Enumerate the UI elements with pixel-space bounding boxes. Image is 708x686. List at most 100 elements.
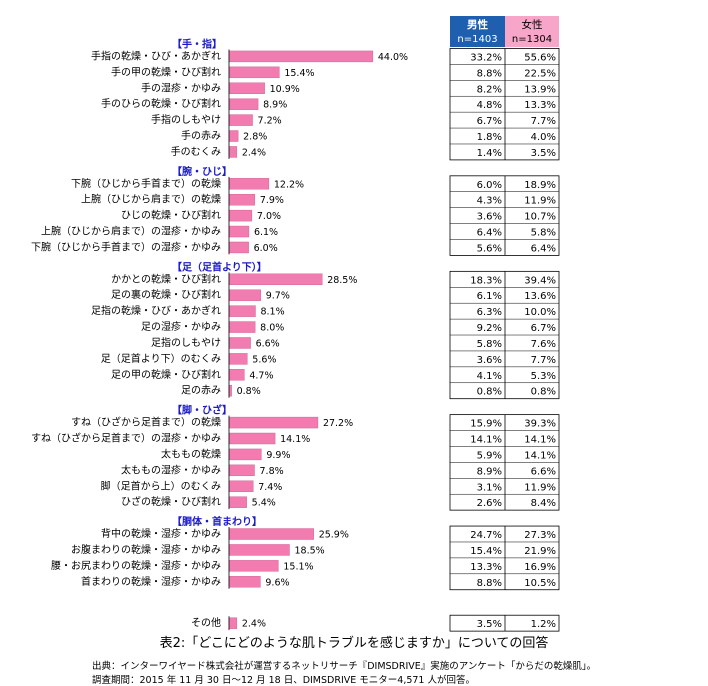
male-value: 4.8% [477,100,502,111]
total-value-label: 7.9% [260,195,284,206]
total-value-label: 7.0% [257,211,281,222]
male-value: 0.8% [477,387,502,398]
survey-period-note: 調査期間：2015 年 11 月 30 日～12 月 18 日、DIMSDRIV… [92,675,475,686]
male-value: 8.9% [477,466,502,477]
total-value-label: 8.9% [263,100,287,111]
total-value-label: 6.1% [254,227,278,238]
male-value: 3.6% [477,212,502,223]
total-bar [228,321,256,333]
male-column-header [450,16,505,47]
male-value: 6.1% [477,291,502,302]
total-value-label: 5.6% [252,354,276,365]
female-value: 0.8% [531,387,556,398]
male-value: 3.5% [477,619,502,630]
total-value-label: 44.0% [378,52,408,63]
total-bar [228,114,253,126]
male-value: 9.2% [477,323,502,334]
total-bar [228,528,314,540]
total-value-label: 7.2% [258,116,282,127]
total-bar [228,66,280,79]
male-value: 18.3% [470,275,502,286]
total-value-label: 2.4% [242,619,266,630]
male-header-n: n=1403 [457,34,497,45]
total-value-label: 8.0% [260,323,284,334]
row-label: 腰・お尻まわりの乾燥・湿疹・かゆみ [51,559,221,572]
row-label: 足指の乾燥・ひび・あかぎれ [91,304,221,317]
female-value: 39.4% [524,275,556,286]
total-bar [228,353,248,365]
chart: 男性 n=1403 女性 n=1304 【手・指】手指の乾燥・ひび・あかぎれ 44.0% 3… [31,16,560,632]
total-value-label: 9.7% [266,291,290,302]
row-label: 手の甲の乾燥・ひび割れ [111,65,221,78]
male-value: 4.1% [477,371,502,382]
male-value: 6.4% [477,228,502,239]
total-bar [228,496,247,508]
total-bar [228,98,259,110]
total-bar [228,576,261,588]
male-value: 8.2% [477,84,502,95]
female-value: 6.4% [531,243,556,254]
male-value: 5.8% [477,339,502,350]
total-bar [228,289,261,301]
female-value: 6.7% [531,323,556,334]
female-value: 8.4% [531,498,556,509]
row-label: 首まわりの乾燥・湿疹・かゆみ [81,575,221,588]
female-value: 10.7% [524,212,556,223]
total-bar [228,130,239,142]
male-value: 3.1% [477,482,502,493]
total-bar [228,369,245,381]
total-bar [228,305,256,317]
total-value-label: 27.2% [323,418,353,429]
group-table-box [449,175,560,256]
female-value: 5.3% [531,371,556,382]
female-value: 13.6% [524,291,556,302]
male-value: 3.6% [477,355,502,366]
total-value-label: 2.4% [242,147,266,158]
row-label: 足の甲の乾燥・ひび割れ [111,368,221,381]
category-header: 【手・指】 [172,38,222,51]
female-value: 22.5% [524,68,556,79]
total-bar [228,225,250,238]
male-value: 6.3% [477,307,502,318]
female-value: 18.9% [524,180,556,191]
female-value: 14.1% [524,435,556,446]
female-value: 21.9% [524,546,556,557]
total-bar [228,241,249,254]
total-value-label: 25.9% [319,530,349,541]
row-label: 手のひらの乾燥・ひび割れ [101,97,221,110]
total-bar [228,480,254,492]
total-value-label: 15.4% [284,68,314,79]
male-value: 4.3% [477,196,502,207]
source-note: 出典：インターワイヤード株式会社が運営するネットリサーチ『DIMSDRIVE』実… [92,661,597,672]
total-value-label: 14.1% [280,434,310,445]
total-bar [228,416,319,429]
category-header: 【腕・ひじ】 [172,165,232,178]
male-value: 24.7% [470,530,502,541]
female-value: 3.5% [531,148,556,159]
total-value-label: 7.4% [258,482,282,493]
female-value: 13.9% [524,84,556,95]
female-value: 7.6% [531,339,556,350]
female-value: 13.3% [524,100,556,111]
male-value: 8.8% [477,578,502,589]
row-label: 脚（足首から上）のむくみ [101,479,221,492]
female-header-n: n=1304 [512,34,552,45]
female-value: 27.3% [524,530,556,541]
row-label: すね（ひざから足首まで）の乾燥 [71,416,221,429]
total-bar [228,273,323,285]
total-value-label: 12.2% [274,179,304,190]
total-value-label: 15.1% [283,561,313,572]
female-value: 1.2% [531,619,556,630]
female-value: 39.3% [524,419,556,430]
total-bar [228,82,265,94]
row-label: 手の赤み [181,129,221,142]
row-label: 手の湿疹・かゆみ [141,81,221,94]
female-value: 16.9% [524,562,556,573]
total-value-label: 18.5% [294,545,324,556]
total-bar [228,448,262,461]
female-column-header [505,16,559,47]
female-header-label: 女性 [522,18,543,31]
male-value: 14.1% [470,435,502,446]
female-value: 55.6% [524,52,556,63]
male-value: 8.8% [477,68,502,79]
